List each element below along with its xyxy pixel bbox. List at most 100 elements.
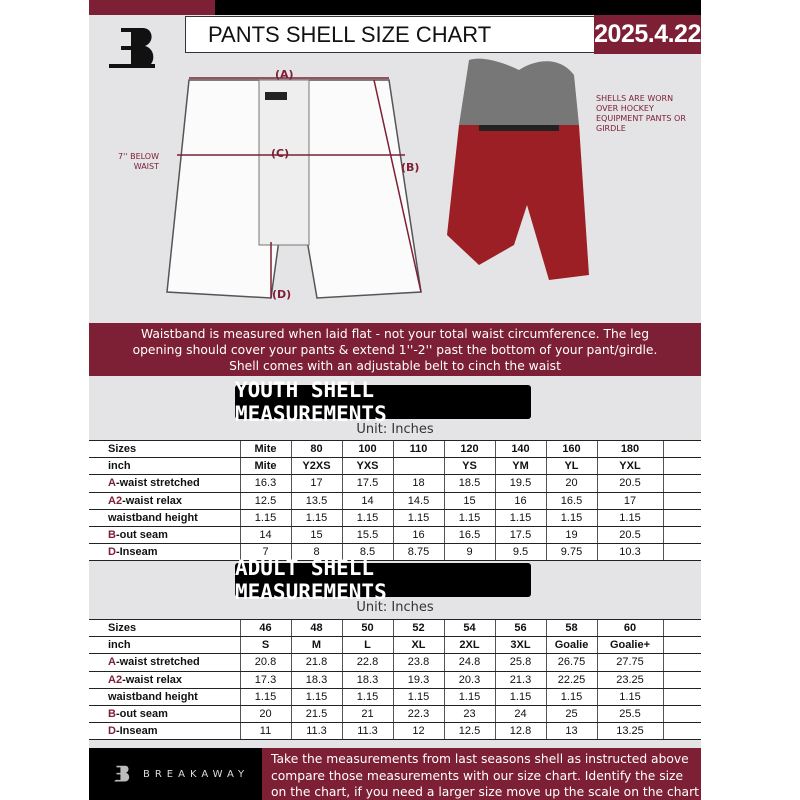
table-cell: 13 bbox=[545, 722, 597, 741]
breakaway-logo-small-icon bbox=[114, 765, 130, 782]
table-cell: 1.15 bbox=[596, 688, 663, 706]
table-row: inch Mite Y2XS YXS YS YM YL YXL bbox=[89, 457, 701, 476]
table-cell: 23.8 bbox=[392, 653, 444, 672]
measure-label: -waist relax bbox=[122, 494, 182, 507]
measure-label: -waist relax bbox=[122, 673, 182, 686]
table-cell: 25 bbox=[545, 705, 597, 724]
table-cell: 56 bbox=[494, 618, 546, 638]
table-row: D-Inseam 11 11.3 11.3 12 12.5 12.8 13 13.25 bbox=[89, 722, 701, 741]
table-cell: 20 bbox=[239, 705, 291, 724]
table-cell: 9.5 bbox=[494, 543, 546, 562]
table-cell: 1.15 bbox=[290, 688, 342, 706]
table-cell: S bbox=[239, 636, 291, 655]
row-label: B-out seam bbox=[89, 526, 240, 545]
measure-label: waistband height bbox=[108, 690, 198, 703]
table-cell: 17.5 bbox=[341, 474, 393, 493]
date-badge: 2025.4.22 bbox=[594, 15, 701, 54]
row-label: A-waist stretched bbox=[89, 474, 240, 493]
measure-code: A2 bbox=[108, 494, 123, 507]
table-cell: XL bbox=[392, 636, 444, 655]
table-cell: 180 bbox=[596, 439, 663, 459]
table-cell: 19.5 bbox=[494, 474, 546, 493]
top-maroon-strip bbox=[89, 0, 215, 15]
shell-photo bbox=[447, 58, 589, 280]
table-cell: 1.15 bbox=[443, 509, 495, 527]
label-b: (B) bbox=[401, 161, 420, 174]
table-pad bbox=[662, 439, 701, 459]
table-cell: 17.3 bbox=[239, 671, 291, 689]
measure-code: B bbox=[108, 529, 116, 542]
table-cell: 58 bbox=[545, 618, 597, 638]
table-cell: 11 bbox=[239, 722, 291, 741]
table-cell: 7 bbox=[239, 543, 291, 562]
table-cell: 9 bbox=[443, 543, 495, 562]
shell-diagram bbox=[166, 77, 422, 299]
table-cell: 24 bbox=[494, 705, 546, 724]
measure-label: -waist stretched bbox=[115, 656, 200, 669]
table-cell: YXS bbox=[341, 457, 393, 476]
adult-unit: Unit: Inches bbox=[356, 600, 434, 615]
table-row: A2-waist relax 12.5 13.5 14 14.5 15 16 16.5 17 bbox=[89, 492, 701, 510]
table-cell: 18.5 bbox=[443, 474, 495, 493]
brand-name: BREAKAWAY bbox=[143, 768, 250, 780]
table-cell: 1.15 bbox=[545, 509, 597, 527]
measure-label: -Inseam bbox=[115, 725, 158, 738]
table-cell: 21 bbox=[341, 705, 393, 724]
table-cell: 19.3 bbox=[392, 671, 444, 689]
table-cell: 9.75 bbox=[545, 543, 597, 562]
table-cell: 17 bbox=[290, 474, 342, 493]
table-cell: 14 bbox=[239, 526, 291, 545]
top-black-strip bbox=[215, 0, 701, 15]
row-label: D-Inseam bbox=[89, 722, 240, 741]
table-pad bbox=[662, 509, 701, 527]
label-d: (D) bbox=[272, 288, 292, 301]
table-pad bbox=[662, 526, 701, 545]
table-cell: 54 bbox=[443, 618, 495, 638]
table-cell: 23 bbox=[443, 705, 495, 724]
table-cell: YL bbox=[545, 457, 597, 476]
youth-size-table: Sizes Mite 80 100 110 120 140 160 180 inch Mite Y2X… bbox=[89, 439, 701, 562]
measure-label: -Inseam bbox=[115, 546, 158, 559]
table-cell: 27.75 bbox=[596, 653, 663, 672]
table-pad bbox=[662, 722, 701, 741]
table-cell: 20.8 bbox=[239, 653, 291, 672]
table-cell: 16 bbox=[494, 492, 546, 510]
table-cell: 11.3 bbox=[341, 722, 393, 741]
table-cell: 1.15 bbox=[290, 509, 342, 527]
measure-code: D bbox=[108, 725, 116, 738]
table-cell: 8 bbox=[290, 543, 342, 562]
table-row: A-waist stretched 20.8 21.8 22.8 23.8 24.8 25.… bbox=[89, 653, 701, 672]
table-cell: 21.3 bbox=[494, 671, 546, 689]
table-row: Sizes 46 48 50 52 54 56 58 60 bbox=[89, 618, 701, 638]
table-pad bbox=[662, 618, 701, 638]
table-cell: Mite bbox=[239, 457, 291, 476]
measure-label: Sizes bbox=[108, 443, 137, 456]
row-label: waistband height bbox=[89, 688, 240, 706]
table-cell: 1.15 bbox=[545, 688, 597, 706]
table-cell: 14 bbox=[341, 492, 393, 510]
table-cell: 46 bbox=[239, 618, 291, 638]
breakaway-logo-icon bbox=[109, 28, 155, 68]
measure-label: inch bbox=[108, 639, 131, 652]
table-cell: 140 bbox=[494, 439, 546, 459]
page-title: PANTS SHELL SIZE CHART bbox=[185, 16, 595, 53]
table-cell: 15.5 bbox=[341, 526, 393, 545]
measure-code: A bbox=[108, 656, 116, 669]
measure-label: -out seam bbox=[115, 708, 168, 721]
table-cell: 1.15 bbox=[494, 509, 546, 527]
table-cell: 26.75 bbox=[545, 653, 597, 672]
table-cell: 13.5 bbox=[290, 492, 342, 510]
instruction-line: Waistband is measured when laid flat - n… bbox=[140, 327, 650, 341]
table-cell: 20.5 bbox=[596, 474, 663, 493]
table-cell: Goalie+ bbox=[596, 636, 663, 655]
table-row: D-Inseam 7 8 8.5 8.75 9 9.5 9.75 10.3 bbox=[89, 543, 701, 562]
table-cell: YXL bbox=[596, 457, 663, 476]
measure-label: Sizes bbox=[108, 622, 137, 635]
table-cell: 8.5 bbox=[341, 543, 393, 562]
footer-line: on the chart, if you need a larger size … bbox=[271, 785, 699, 799]
measure-label: inch bbox=[108, 460, 131, 473]
table-cell: 100 bbox=[341, 439, 393, 459]
measure-code: A2 bbox=[108, 673, 123, 686]
table-cell: 1.15 bbox=[341, 688, 393, 706]
table-cell: 12.5 bbox=[239, 492, 291, 510]
